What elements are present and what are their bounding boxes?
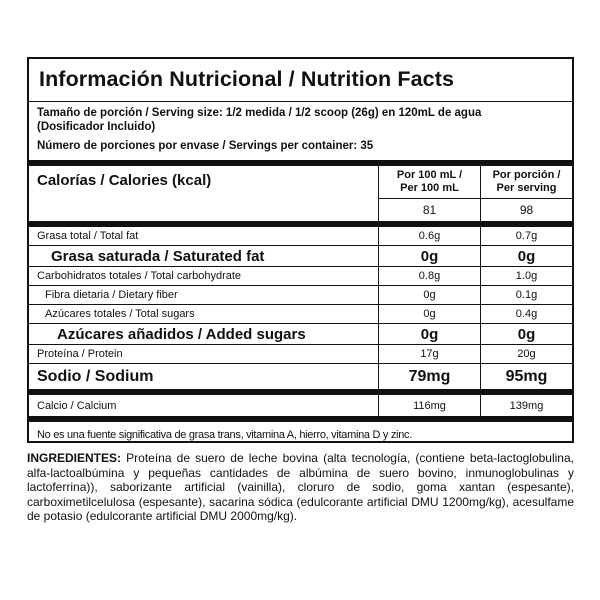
ingredients: INGREDIENTES: Proteína de suero de leche… [27,451,574,524]
divider [29,160,572,166]
divider [29,389,572,395]
nutrient-row: Proteína / Protein 17g 20g [29,345,572,364]
nutrition-facts-panel: Información Nutricional / Nutrition Fact… [27,57,574,443]
ingredients-label: INGREDIENTES: [27,451,122,465]
col-header-per-serving: Por porción / Per serving [481,166,572,199]
nutrient-row: Grasa saturada / Saturated fat 0g 0g [29,246,572,267]
ingredients-text: Proteína de suero de leche bovina (alta … [27,451,574,523]
calories-label: Calorías / Calories (kcal) [29,166,379,221]
calories-row: Calorías / Calories (kcal) Por 100 mL / P… [29,166,572,221]
calories-per-serving: 98 [519,203,534,217]
nutrient-row: Fibra dietaria / Dietary fiber 0g 0.1g [29,286,572,305]
dispenser-note: (Dosificador Incluido) [37,121,156,133]
calories-per-100ml: 81 [422,203,437,217]
nutrient-row: Azúcares añadidos / Added sugars 0g 0g [29,324,572,345]
col-header-per-100ml: Por 100 mL / Per 100 mL [379,166,480,199]
nutrient-row: Carbohidratos totales / Total carbohydra… [29,267,572,286]
serving-info: Tamaño de porción / Serving size: 1/2 me… [29,102,572,160]
divider [29,416,572,422]
nutrient-row: Grasa total / Total fat 0.6g 0.7g [29,227,572,246]
footnote: No es una fuente significativa de grasa … [37,429,412,441]
panel-title: Información Nutricional / Nutrition Fact… [29,59,572,102]
serving-size: Tamaño de porción / Serving size: 1/2 me… [37,107,482,119]
servings-per-container: Número de porciones por envase / Serving… [37,140,374,152]
nutrient-row: Sodio / Sodium 79mg 95mg [29,364,572,389]
nutrient-row: Azúcares totales / Total sugars 0g 0.4g [29,305,572,324]
divider [29,221,572,227]
nutrient-row: Calcio / Calcium 116mg 139mg [29,395,572,416]
